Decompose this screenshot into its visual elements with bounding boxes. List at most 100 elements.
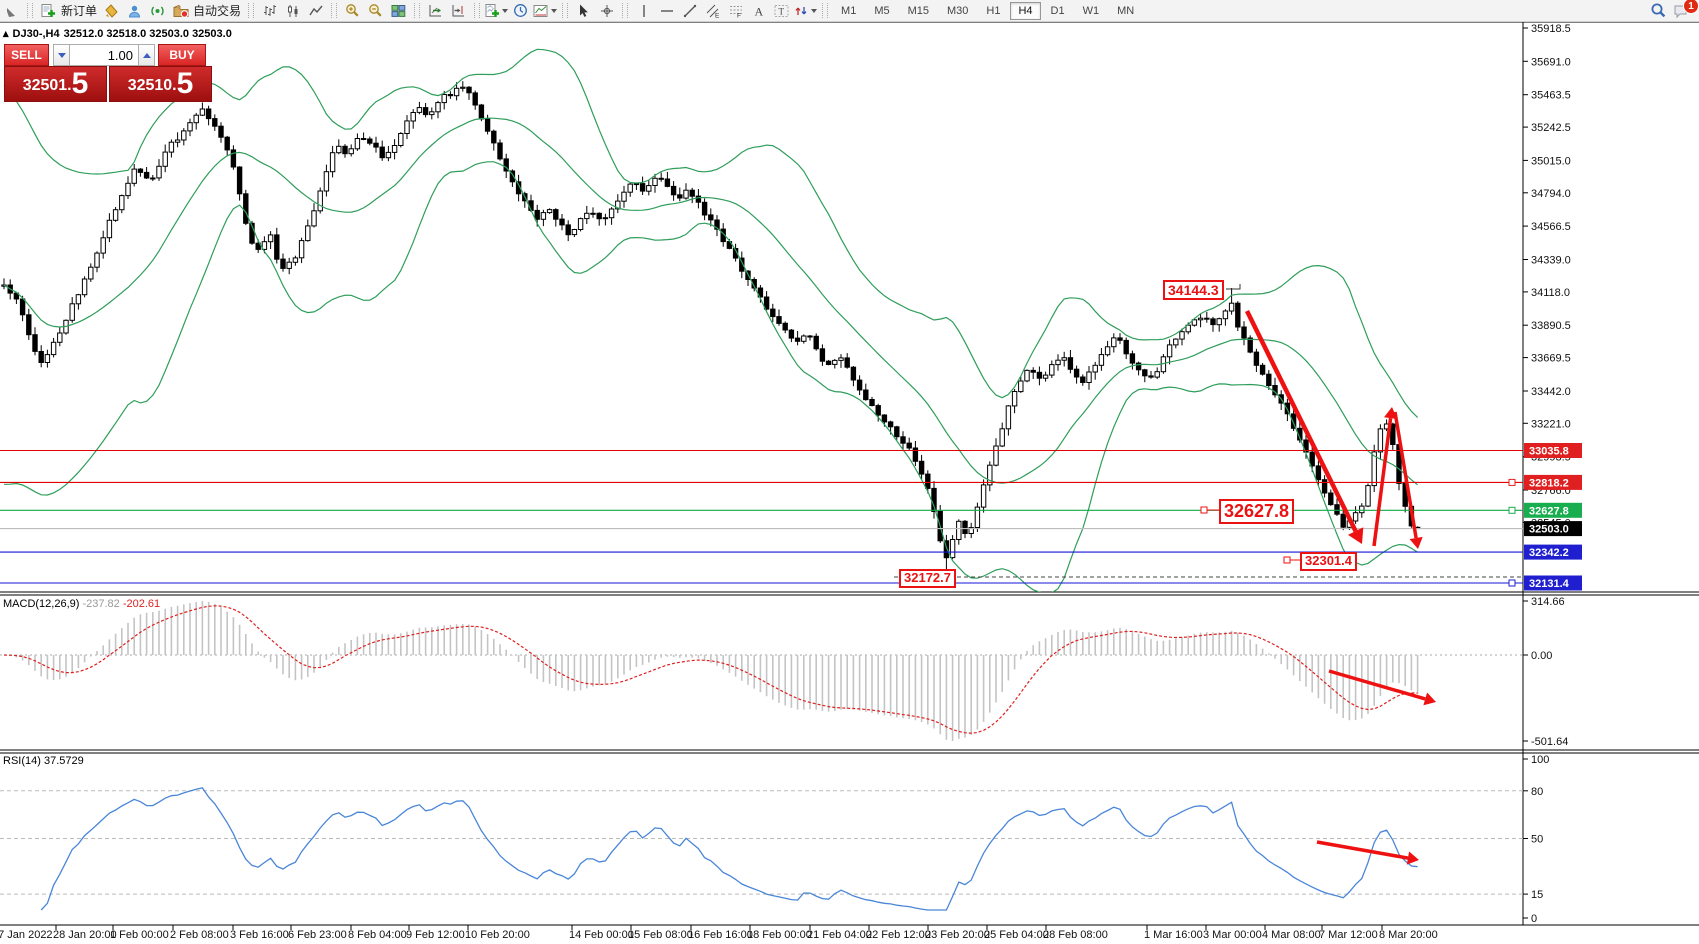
community-icon[interactable]: [124, 1, 145, 20]
cursor-icon[interactable]: [573, 1, 594, 20]
clipped-icon: [1, 1, 22, 20]
toolbar-grip[interactable]: [331, 3, 338, 18]
svg-text:23 Feb 20:00: 23 Feb 20:00: [925, 929, 990, 941]
macd-signal-value: -202.61: [122, 598, 161, 610]
zoom-out-icon[interactable]: [365, 1, 386, 20]
tf-button-D1[interactable]: D1: [1050, 4, 1065, 17]
toolbar-grip[interactable]: [474, 3, 481, 18]
sell-price[interactable]: 32501. 5: [4, 66, 107, 102]
vertical-line-icon[interactable]: [633, 1, 654, 20]
arrows-tool-icon[interactable]: [794, 1, 818, 20]
tf-button-M15[interactable]: M15: [907, 4, 929, 17]
svg-text:35463.5: 35463.5: [1531, 90, 1571, 102]
fibonacci-icon[interactable]: F: [725, 1, 746, 20]
volume-input[interactable]: [70, 44, 138, 66]
svg-text:25 Feb 04:00: 25 Feb 04:00: [984, 929, 1049, 941]
annotation-arrows[interactable]: [1200, 284, 1436, 865]
svg-text:T: T: [779, 6, 785, 16]
sell-price-main: 32501.: [22, 77, 72, 94]
auto-scroll-icon[interactable]: [425, 1, 446, 20]
tf-button-H4[interactable]: H4: [1010, 1, 1041, 20]
tf-button-MN[interactable]: MN: [1117, 4, 1135, 17]
volume-increase-button[interactable]: [138, 44, 155, 66]
buy-price-main: 32510.: [127, 77, 177, 94]
tile-windows-icon[interactable]: [388, 1, 409, 20]
svg-text:-501.64: -501.64: [1531, 736, 1568, 748]
crosshair-icon[interactable]: [596, 1, 617, 20]
tf-button-H1[interactable]: H1: [986, 4, 1001, 17]
new-order-label[interactable]: 新订单: [61, 4, 98, 18]
svg-text:16 Feb 16:00: 16 Feb 16:00: [688, 929, 753, 941]
tf-button-M5[interactable]: M5: [874, 4, 890, 17]
new-order-button[interactable]: [38, 1, 59, 20]
text-label-icon[interactable]: T: [771, 1, 792, 20]
sell-button[interactable]: SELL: [4, 44, 49, 66]
notifications-icon[interactable]: 1: [1671, 0, 1699, 20]
toolbar-grip[interactable]: [562, 3, 569, 18]
svg-text:22 Feb 12:00: 22 Feb 12:00: [866, 929, 931, 941]
period-icon[interactable]: [510, 1, 531, 20]
toolbar-grip[interactable]: [27, 3, 33, 18]
svg-text:314.66: 314.66: [1531, 596, 1565, 608]
zoom-in-icon[interactable]: [342, 1, 363, 20]
triangle-up-icon: [142, 52, 151, 58]
toolbar-grip[interactable]: [822, 3, 829, 18]
timeframe-bar: M1 M5 M15 M30 H1 H4 D1 W1 MN: [832, 1, 1143, 20]
svg-text:35015.0: 35015.0: [1531, 155, 1571, 167]
svg-text:14 Feb 00:00: 14 Feb 00:00: [569, 929, 634, 941]
toolbar-grip[interactable]: [622, 3, 629, 18]
rsi-name: RSI(14): [3, 755, 41, 767]
annotation-low-price[interactable]: 32301.4: [1300, 552, 1357, 571]
search-icon[interactable]: [1648, 1, 1669, 20]
tf-button-W1[interactable]: W1: [1082, 4, 1100, 17]
symbol-marker-icon: ▴: [3, 28, 9, 40]
annotation-bottom-price[interactable]: 32172.7: [899, 569, 956, 588]
svg-text:15: 15: [1531, 889, 1543, 901]
annotation-peak-price[interactable]: 34144.3: [1163, 280, 1224, 301]
price-axis: 35918.5 35691.0 35463.5 35242.5 35015.0 34794…: [1508, 23, 1582, 925]
toolbar-grip[interactable]: [414, 3, 421, 18]
chevron-down-icon: [551, 8, 558, 13]
price-pane[interactable]: [0, 48, 1523, 593]
equidistant-channel-icon[interactable]: E: [702, 1, 723, 20]
line-chart-icon[interactable]: [305, 1, 326, 20]
candlestick-chart-icon[interactable]: [282, 1, 303, 20]
buy-button[interactable]: BUY: [158, 44, 206, 66]
svg-text:32131.4: 32131.4: [1529, 578, 1570, 590]
annotation-mid-price[interactable]: 32627.8: [1219, 499, 1295, 524]
svg-text:50: 50: [1531, 834, 1543, 846]
chart-shift-icon[interactable]: [448, 1, 469, 20]
svg-text:8 Feb 04:00: 8 Feb 04:00: [348, 929, 407, 941]
signals-icon[interactable]: [147, 1, 168, 20]
svg-text:28 Feb 08:00: 28 Feb 08:00: [1043, 929, 1108, 941]
autotrading-label[interactable]: 自动交易: [193, 4, 242, 18]
rsi-value: 37.5729: [43, 755, 84, 767]
chart-title: ▴ DJ30-,H4 32512.0 32518.0 32503.0 32503.0: [3, 27, 236, 40]
volume-decrease-button[interactable]: [53, 44, 70, 66]
toolbar-grip[interactable]: [248, 3, 255, 18]
svg-text:F: F: [737, 12, 741, 18]
new-chart-button[interactable]: [485, 1, 509, 20]
svg-text:0.00: 0.00: [1531, 650, 1552, 662]
trendline-icon[interactable]: [679, 1, 700, 20]
buy-price[interactable]: 32510. 5: [109, 66, 212, 102]
autotrading-icon[interactable]: [170, 1, 191, 20]
svg-text:28 Jan 20:00: 28 Jan 20:00: [53, 929, 117, 941]
svg-text:27 Jan 2022: 27 Jan 2022: [0, 929, 53, 941]
rsi-pane[interactable]: [0, 787, 1523, 911]
template-icon[interactable]: [533, 1, 558, 20]
macd-pane[interactable]: [0, 601, 1523, 741]
horizontal-line-icon[interactable]: [656, 1, 677, 20]
rsi-label: RSI(14) 37.5729: [3, 755, 84, 767]
highlighter-icon[interactable]: [101, 1, 122, 20]
bar-chart-icon[interactable]: [259, 1, 280, 20]
text-icon[interactable]: A: [748, 1, 769, 20]
svg-text:1 Mar 16:00: 1 Mar 16:00: [1144, 929, 1203, 941]
svg-text:32627.8: 32627.8: [1529, 505, 1569, 517]
svg-text:35918.5: 35918.5: [1531, 23, 1571, 35]
tf-button-M1[interactable]: M1: [841, 4, 857, 17]
tf-button-M30[interactable]: M30: [947, 4, 969, 17]
